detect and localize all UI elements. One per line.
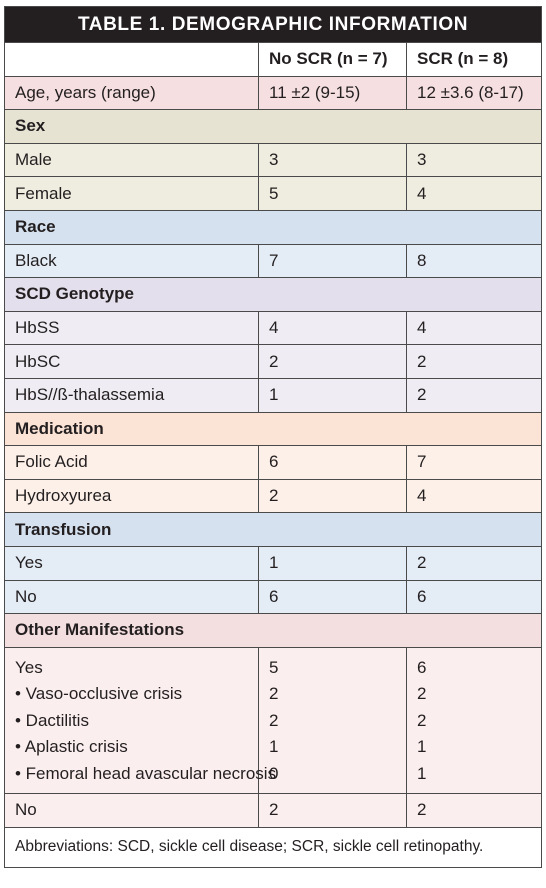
table-row: Folic Acid 6 7: [4, 445, 543, 480]
line-value: 1: [269, 737, 279, 757]
line-value: 2: [417, 710, 427, 730]
cell-no-scr: 7: [258, 243, 407, 279]
cell-scr: 3: [405, 142, 543, 178]
row-label: HbS//ß-thalassemia: [4, 377, 259, 413]
row-label: No: [4, 793, 259, 828]
row-label: Black: [4, 243, 259, 279]
cell-scr-stack: 6 2 2 1 1: [405, 646, 543, 795]
row-label: Folic Acid: [4, 445, 259, 480]
section-title: SCD Genotype: [3, 277, 543, 312]
line-label: • Dactilitis: [15, 710, 89, 730]
cell-no-scr: 6: [258, 445, 407, 480]
table-row: No 2 2: [4, 793, 543, 828]
section-header-sex: Sex: [3, 109, 543, 144]
row-label: Female: [4, 176, 259, 211]
cell-no-scr: 6: [258, 579, 407, 615]
row-label: HbSS: [4, 310, 259, 346]
line-value: 5: [269, 657, 279, 677]
line-value: 2: [417, 684, 427, 704]
footnote: Abbreviations: SCD, sickle cell disease;…: [3, 826, 543, 868]
line-value: 2: [269, 710, 279, 730]
age-row: Age, years (range) 11 ±2 (9-15) 12 ±3.6 …: [4, 75, 543, 111]
section-header-genotype: SCD Genotype: [3, 277, 543, 312]
cell-no-scr: 2: [258, 478, 407, 514]
table-row: HbSS 4 4: [4, 310, 543, 346]
line-value: 2: [269, 684, 279, 704]
cell-scr: 2: [405, 377, 543, 413]
cell-scr: 2: [405, 344, 543, 379]
cell-no-scr: 1: [258, 377, 407, 413]
cell-scr: 4: [405, 310, 543, 346]
table-row: HbS//ß-thalassemia 1 2: [4, 377, 543, 413]
cell-scr: 6: [405, 579, 543, 615]
table-row: Yes 1 2: [4, 545, 543, 581]
age-label: Age, years (range): [4, 75, 259, 111]
header-blank: [4, 42, 259, 77]
section-title: Race: [3, 209, 543, 245]
section-title: Transfusion: [3, 512, 543, 547]
line-label: Yes: [15, 657, 43, 677]
table-row: No 6 6: [4, 579, 543, 615]
row-label: HbSC: [4, 344, 259, 379]
row-label: Male: [4, 142, 259, 178]
line-label: • Vaso-occlusive crisis: [15, 684, 183, 704]
row-label-stack: Yes • Vaso-occlusive crisis • Dactilitis…: [4, 646, 277, 795]
line-label: • Femoral head avascular necrosis: [15, 763, 277, 783]
row-label: Yes: [4, 545, 259, 581]
table-row: Female 5 4: [4, 176, 543, 211]
line-value: 1: [417, 763, 427, 783]
line-value: 6: [417, 657, 427, 677]
cell-no-scr: 2: [258, 344, 407, 379]
cell-scr: 2: [405, 793, 543, 828]
age-scr: 12 ±3.6 (8-17): [405, 75, 543, 111]
cell-no-scr: 5: [258, 176, 407, 211]
cell-scr: 7: [405, 445, 543, 480]
cell-no-scr: 2: [258, 793, 407, 828]
cell-scr: 2: [405, 545, 543, 581]
cell-scr: 8: [405, 243, 543, 279]
demographic-table: TABLE 1. DEMOGRAPHIC INFORMATION No SCR …: [3, 6, 543, 868]
table-row: Black 7 8: [4, 243, 543, 279]
table-row: Male 3 3: [4, 142, 543, 178]
cell-no-scr: 4: [258, 310, 407, 346]
cell-no-scr-stack: 5 2 2 1 0: [258, 646, 407, 795]
section-header-race: Race: [3, 209, 543, 245]
header-no-scr: No SCR (n = 7): [258, 42, 407, 77]
row-label: No: [4, 579, 259, 615]
cell-scr: 4: [405, 478, 543, 514]
line-value: 1: [417, 737, 427, 757]
column-header-row: No SCR (n = 7) SCR (n = 8): [4, 42, 543, 77]
table-title: TABLE 1. DEMOGRAPHIC INFORMATION: [3, 6, 543, 43]
age-no-scr: 11 ±2 (9-15): [258, 75, 407, 111]
header-scr: SCR (n = 8): [405, 42, 543, 77]
section-title: Other Manifestations: [3, 613, 543, 648]
line-value: 0: [269, 763, 279, 783]
title-row: TABLE 1. DEMOGRAPHIC INFORMATION: [3, 6, 543, 43]
line-label: • Aplastic crisis: [15, 737, 128, 757]
table-row: Hydroxyurea 2 4: [4, 478, 543, 514]
table-row: HbSC 2 2: [4, 344, 543, 379]
row-label: Hydroxyurea: [4, 478, 259, 514]
cell-no-scr: 1: [258, 545, 407, 581]
section-header-transfusion: Transfusion: [3, 512, 543, 547]
cell-scr: 4: [405, 176, 543, 211]
section-header-other: Other Manifestations: [3, 613, 543, 648]
section-title: Sex: [3, 109, 543, 144]
section-title: Medication: [3, 411, 543, 447]
table-row: Yes • Vaso-occlusive crisis • Dactilitis…: [4, 646, 543, 795]
cell-no-scr: 3: [258, 142, 407, 178]
footnote-row: Abbreviations: SCD, sickle cell disease;…: [3, 826, 543, 868]
section-header-medication: Medication: [3, 411, 543, 447]
